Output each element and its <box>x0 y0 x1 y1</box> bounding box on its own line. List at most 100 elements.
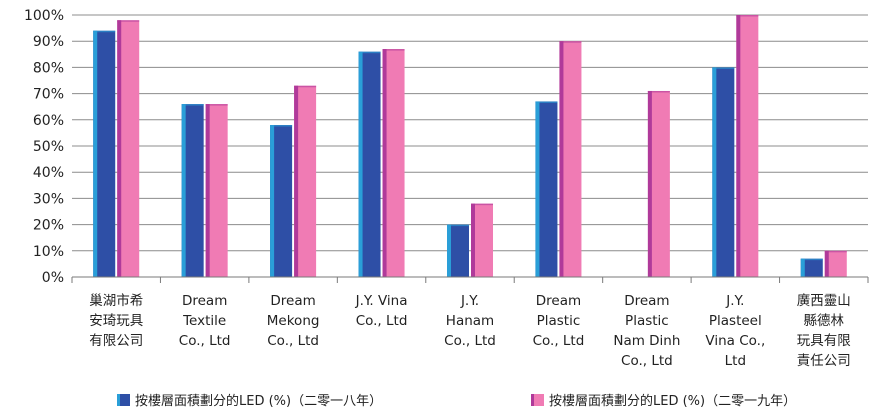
x-category-line: Co., Ltd <box>621 353 673 369</box>
legend-label: 按樓層面積劃分的LED (%)（二零一九年） <box>549 393 796 409</box>
x-category-line: Dream <box>270 293 315 309</box>
grid-lines <box>72 14 868 278</box>
legend-item: 按樓層面積劃分的LED (%)（二零一九年） <box>531 393 796 409</box>
bar-2019 <box>294 85 317 278</box>
x-category-line: 有限公司 <box>89 333 143 349</box>
y-tick-label: 80% <box>33 60 64 76</box>
bar-top <box>93 30 116 33</box>
x-category-label: Dream Textile Co., Ltd <box>179 293 231 349</box>
x-category-line: Nam Dinh <box>613 333 680 349</box>
x-category-line: Co., Ltd <box>533 333 585 349</box>
x-category-label: Dream Plastic Co., Ltd <box>533 293 585 349</box>
bar-top <box>205 104 228 106</box>
bar-2019 <box>647 90 670 277</box>
legend-swatch-edge <box>117 394 120 406</box>
x-category-line: 廣西靈山 <box>797 292 851 309</box>
x-category-line: Mekong <box>267 313 320 329</box>
x-category-label: 廣西靈山縣德林玩具有限責任公司 <box>797 292 851 369</box>
y-tick-label: 20% <box>33 218 64 234</box>
x-category-line: Dream <box>182 293 227 309</box>
y-tick-label: 30% <box>33 191 64 207</box>
bar-top <box>181 104 204 106</box>
x-axis-categories: 巢湖市希安琦玩具有限公司 Dream Textile Co., Ltd Dream Mek… <box>89 292 851 369</box>
x-category-line: J.Y. Vina <box>355 293 408 309</box>
bar-2019 <box>824 250 847 277</box>
bar-body <box>800 258 823 277</box>
x-category-line: Plastic <box>537 313 581 329</box>
bar-top <box>647 90 670 93</box>
x-axis <box>71 276 869 283</box>
bar-2018 <box>93 30 116 277</box>
bar-2019 <box>736 15 759 277</box>
x-category-line: Textile <box>182 313 226 329</box>
bar-2018 <box>181 104 204 277</box>
x-category-line: Co., Ltd <box>444 333 496 349</box>
bar-top <box>736 15 759 17</box>
y-tick-label: 100% <box>24 8 64 24</box>
x-category-label: Dream Plastic Nam Dinh Co., Ltd <box>613 293 680 369</box>
bar-edge <box>181 104 186 277</box>
x-category-line: Plastic <box>625 313 669 329</box>
x-category-line: Dream <box>536 293 581 309</box>
bar-2019 <box>559 41 582 278</box>
x-category-label: 巢湖市希安琦玩具有限公司 <box>89 292 143 349</box>
bar-edge <box>736 15 741 277</box>
bar-2018 <box>535 101 558 278</box>
bar-top <box>712 67 735 69</box>
x-category-line: J.Y. <box>725 293 744 309</box>
bar-top <box>471 203 493 206</box>
bar-edge <box>93 30 98 277</box>
bar-body <box>824 250 847 277</box>
x-category-line: Co., Ltd <box>356 313 408 329</box>
x-category-line: Dream <box>624 293 669 309</box>
x-category-label: J.Y. Hanam Co., Ltd <box>444 293 496 349</box>
bar-2018 <box>447 224 469 277</box>
bar-body <box>93 30 116 277</box>
bar-edge <box>447 224 451 277</box>
y-axis-ticks: 0% 10% 20% 30% 40% 50% 60% 70% 80% 90% 100% <box>24 8 64 286</box>
bar-body <box>205 104 228 277</box>
bar-body <box>181 104 204 277</box>
bar-top <box>824 250 847 253</box>
bar-body <box>647 90 670 277</box>
bar-body <box>358 51 381 278</box>
bar-top <box>117 20 140 22</box>
bar-2018 <box>270 125 293 277</box>
bar-top <box>447 224 469 227</box>
bar-2018 <box>712 67 735 278</box>
bar-body <box>447 224 469 277</box>
bar-body <box>559 41 582 278</box>
bar-top <box>800 258 823 261</box>
x-category-line: Plasteel <box>709 313 762 329</box>
bar-edge <box>800 258 805 277</box>
bar-body <box>294 85 317 278</box>
bar-edge <box>535 101 540 278</box>
bar-edge <box>358 51 363 278</box>
bar-body <box>712 67 735 278</box>
bars <box>93 15 847 278</box>
x-category-line: J.Y. <box>460 293 479 309</box>
x-category-label: Dream Mekong Co., Ltd <box>267 293 320 349</box>
x-category-line: 責任公司 <box>797 353 851 369</box>
legend-label: 按樓層面積劃分的LED (%)（二零一八年） <box>135 393 382 409</box>
legend-swatch <box>531 394 544 406</box>
bar-2019 <box>205 104 228 277</box>
bar-top <box>535 101 558 103</box>
bar-edge <box>382 49 387 278</box>
y-tick-label: 60% <box>33 113 64 129</box>
y-tick-label: 70% <box>33 87 64 103</box>
legend: 按樓層面積劃分的LED (%)（二零一八年） 按樓層面積劃分的LED (%)（二零… <box>117 393 796 409</box>
bar-edge <box>270 125 275 277</box>
legend-swatch-edge <box>531 394 534 406</box>
bar-body <box>117 20 140 278</box>
y-tick-label: 40% <box>33 165 64 181</box>
x-category-line: 縣德林 <box>804 313 845 329</box>
bar-body <box>382 49 405 278</box>
bar-edge <box>205 104 210 277</box>
bar-edge <box>559 41 564 278</box>
y-tick-label: 50% <box>33 139 64 155</box>
x-category-line: Hanam <box>446 313 494 329</box>
bar-top <box>382 49 405 51</box>
bar-2018 <box>800 258 823 277</box>
